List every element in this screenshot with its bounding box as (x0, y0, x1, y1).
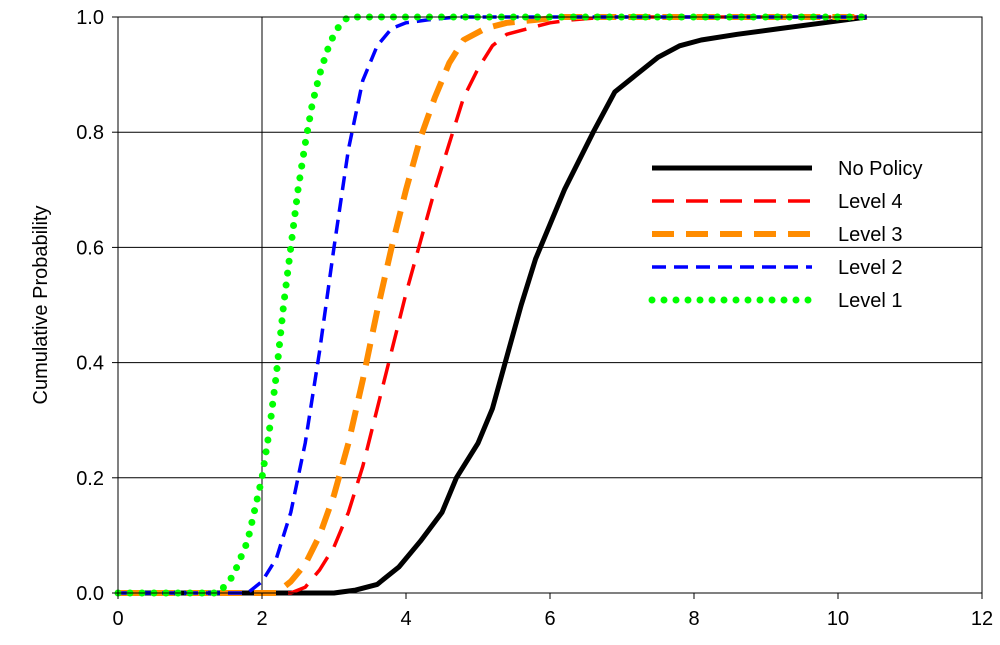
x-tick-label: 12 (971, 608, 993, 630)
y-axis-label: Cumulative Probability (30, 206, 52, 405)
y-tick-label: 0.6 (76, 237, 104, 259)
y-tick-label: 0.8 (76, 122, 104, 144)
x-tick-label: 6 (544, 608, 555, 630)
y-tick-label: 0.2 (76, 468, 104, 490)
legend-label-1: Level 4 (838, 191, 903, 213)
series-line-1 (118, 15, 867, 595)
axis-ticks: 0 2 4 6 8 10 12 0.0 0.2 0.4 0.6 0.8 1.0 (76, 7, 993, 630)
x-tick-label: 4 (400, 608, 411, 630)
series-line-3 (118, 15, 867, 595)
series-line-0 (118, 14, 868, 596)
legend-label-4: Level 1 (838, 290, 903, 312)
y-tick-label: 0.4 (76, 353, 104, 375)
x-tick-label: 8 (688, 608, 699, 630)
legend-label-3: Level 2 (838, 257, 903, 279)
series-line-4 (114, 13, 871, 597)
series-lines (114, 13, 871, 597)
series-line-2 (118, 14, 867, 596)
y-tick-label: 0.0 (76, 583, 104, 605)
legend-label-0: No Policy (838, 158, 922, 180)
legend: No Policy Level 4 Level 3 Level 2 Level 1 (648, 158, 922, 312)
grid-lines (118, 17, 982, 593)
x-tick-label: 0 (112, 608, 123, 630)
x-tick-label: 10 (827, 608, 849, 630)
y-tick-label: 1.0 (76, 7, 104, 29)
x-tick-label: 2 (256, 608, 267, 630)
legend-label-2: Level 3 (838, 224, 903, 246)
